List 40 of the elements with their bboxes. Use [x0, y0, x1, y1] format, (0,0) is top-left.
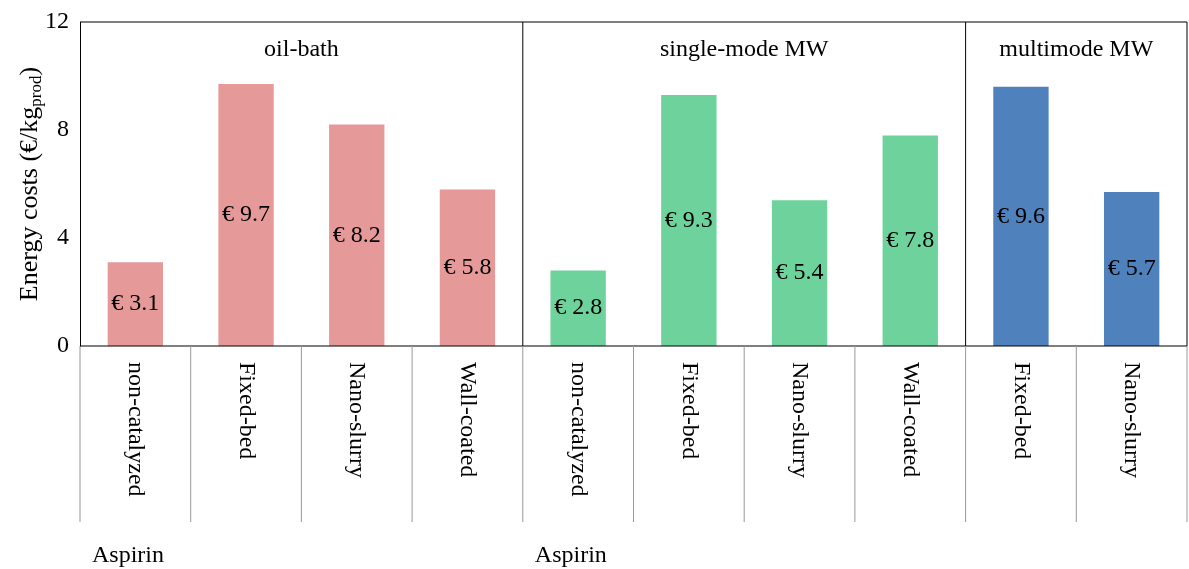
- bar: [218, 84, 274, 346]
- bar: [771, 200, 828, 346]
- annotation: multimode MW: [999, 35, 1154, 62]
- y-tick-label: 0: [57, 331, 69, 358]
- x-tick-label: Nano-slurry: [788, 362, 815, 478]
- annotation: oil-bath: [264, 35, 339, 62]
- annotation: single-mode MW: [659, 35, 829, 62]
- x-tick-label: Fixed-bed: [1009, 362, 1036, 460]
- bar: [107, 262, 164, 346]
- data-label: € 9.3: [664, 205, 713, 232]
- y-axis-title: Energy costs (€/kgprod): [13, 66, 46, 302]
- text: Aspirin: [534, 541, 607, 568]
- bar: [439, 189, 496, 346]
- x-tick-label: Fixed-bed: [234, 362, 261, 460]
- data-label: € 7.8: [886, 226, 935, 252]
- text: Aspirin: [92, 541, 164, 568]
- y-tick-label: 4: [57, 223, 69, 250]
- x-tick-label: Wall-coated: [898, 362, 925, 478]
- x-tick-label: Nano-slurry: [1120, 362, 1147, 478]
- x-tick-label: non-catalyzed: [566, 362, 593, 497]
- data-label: € 3.1: [111, 289, 160, 316]
- data-label: € 9.6: [996, 201, 1045, 228]
- bar: [882, 135, 938, 346]
- bar: [329, 124, 385, 346]
- x-tick-label: Fixed-bed: [677, 362, 704, 460]
- data-label: € 5.7: [1107, 254, 1156, 281]
- data-label: € 5.8: [443, 253, 492, 279]
- bar: [550, 270, 606, 346]
- x-tick-label: Wall-coated: [456, 362, 483, 478]
- y-tick-label: 12: [45, 7, 69, 34]
- data-label: € 9.7: [222, 200, 271, 227]
- data-label: € 2.8: [554, 293, 603, 320]
- bar: [993, 86, 1049, 346]
- bar: [1103, 192, 1160, 346]
- x-tick-label: Nano-slurry: [345, 362, 372, 478]
- data-label: € 8.2: [332, 220, 381, 247]
- bar: [661, 94, 717, 346]
- data-label: € 5.4: [775, 258, 824, 285]
- x-tick-label: non-catalyzed: [124, 362, 151, 497]
- y-tick-label: 8: [57, 115, 69, 142]
